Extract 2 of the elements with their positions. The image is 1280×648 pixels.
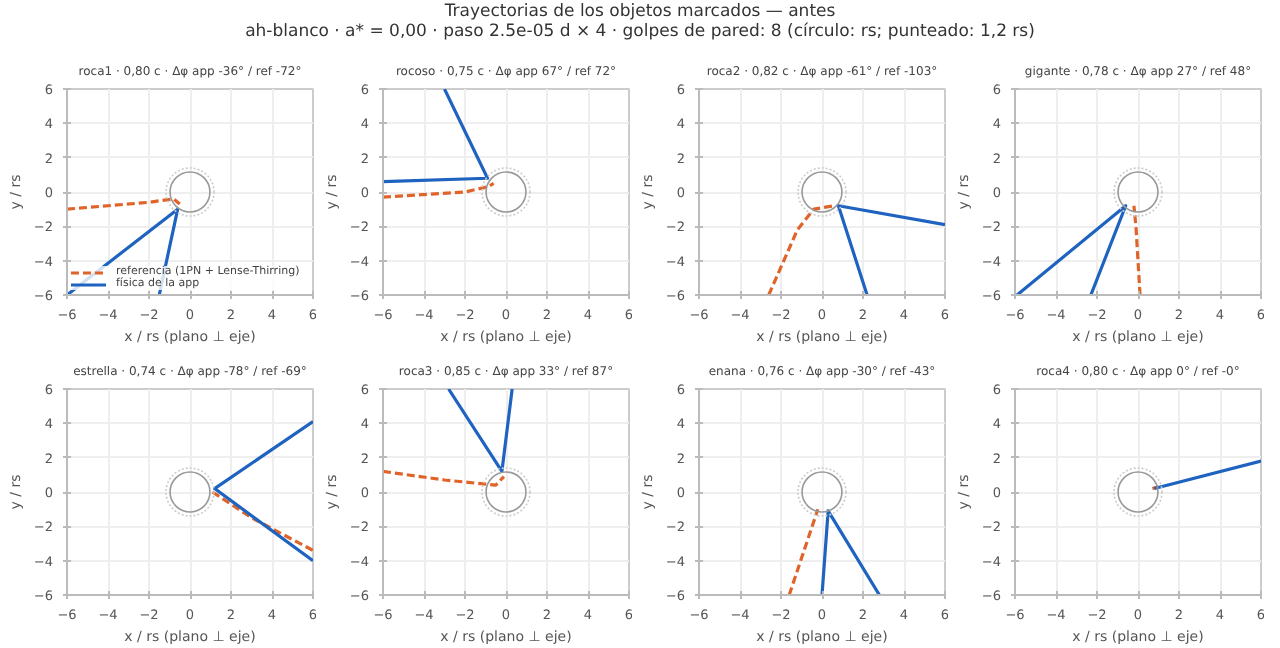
- text: Trayectorias de los objetos marcados — antes: [444, 2, 836, 22]
- text: ah-blanco · a* = 0,00 · paso 2.5e-05 d × 4 · golpes de pared: 8 (círculo: rs; punteado: 1,2 rs): [245, 22, 1035, 42]
